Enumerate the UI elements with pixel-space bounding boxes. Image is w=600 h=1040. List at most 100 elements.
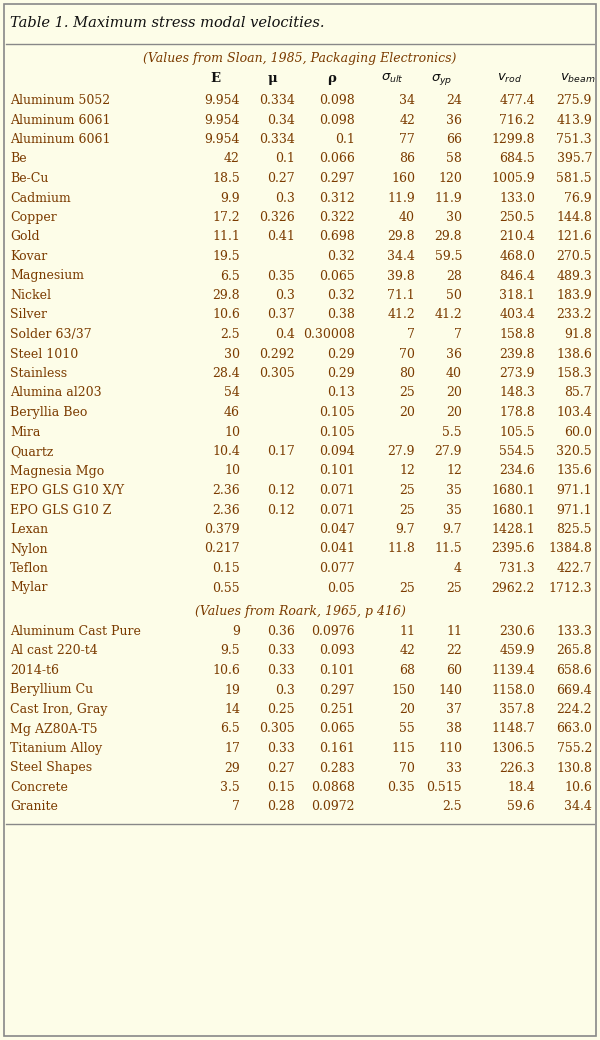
Text: 0.105: 0.105: [319, 425, 355, 439]
Text: 0.041: 0.041: [319, 543, 355, 555]
Text: 658.6: 658.6: [556, 664, 592, 677]
Text: 357.8: 357.8: [499, 703, 535, 716]
Text: 158.8: 158.8: [499, 328, 535, 341]
Text: 0.3: 0.3: [275, 289, 295, 302]
Text: 39.8: 39.8: [387, 269, 415, 283]
Text: Aluminum 6061: Aluminum 6061: [10, 133, 110, 146]
Text: 0.37: 0.37: [267, 309, 295, 321]
Text: 477.4: 477.4: [499, 94, 535, 107]
Text: $v_{rod}$: $v_{rod}$: [497, 72, 523, 85]
Text: 1148.7: 1148.7: [491, 723, 535, 735]
Text: 10.6: 10.6: [564, 781, 592, 794]
Text: 669.4: 669.4: [556, 683, 592, 697]
Text: 42: 42: [224, 153, 240, 165]
Text: $v_{beam}$: $v_{beam}$: [560, 72, 596, 85]
Text: Cadmium: Cadmium: [10, 191, 71, 205]
Text: 0.066: 0.066: [319, 153, 355, 165]
Text: 0.13: 0.13: [327, 387, 355, 399]
Text: 0.312: 0.312: [319, 191, 355, 205]
Text: 413.9: 413.9: [556, 113, 592, 127]
Text: 28: 28: [446, 269, 462, 283]
Text: Beryllium Cu: Beryllium Cu: [10, 683, 93, 697]
Text: Solder 63/37: Solder 63/37: [10, 328, 92, 341]
Text: 0.05: 0.05: [327, 581, 355, 595]
Text: 9.9: 9.9: [220, 191, 240, 205]
Text: 0.098: 0.098: [319, 113, 355, 127]
Text: 29: 29: [224, 761, 240, 775]
Text: 0.27: 0.27: [268, 761, 295, 775]
Text: 7: 7: [232, 801, 240, 813]
Text: 41.2: 41.2: [387, 309, 415, 321]
Text: 66: 66: [446, 133, 462, 146]
Text: 103.4: 103.4: [556, 406, 592, 419]
Text: 825.5: 825.5: [557, 523, 592, 536]
Text: Steel Shapes: Steel Shapes: [10, 761, 92, 775]
Text: 0.161: 0.161: [319, 742, 355, 755]
Text: 0.0976: 0.0976: [311, 625, 355, 638]
Text: 59.5: 59.5: [434, 250, 462, 263]
Text: 2962.2: 2962.2: [491, 581, 535, 595]
Text: 130.8: 130.8: [556, 761, 592, 775]
Text: 0.093: 0.093: [319, 645, 355, 657]
Text: 183.9: 183.9: [556, 289, 592, 302]
Text: 35: 35: [446, 484, 462, 497]
Text: 0.047: 0.047: [319, 523, 355, 536]
Text: Mylar: Mylar: [10, 581, 47, 595]
Text: 40: 40: [399, 211, 415, 224]
Text: 70: 70: [399, 761, 415, 775]
Text: 38: 38: [446, 723, 462, 735]
Text: 0.17: 0.17: [267, 445, 295, 458]
Text: 1299.8: 1299.8: [491, 133, 535, 146]
Text: 0.29: 0.29: [328, 347, 355, 361]
Text: 11.8: 11.8: [387, 543, 415, 555]
Text: 9.7: 9.7: [395, 523, 415, 536]
Text: 50: 50: [446, 289, 462, 302]
Text: 971.1: 971.1: [556, 503, 592, 517]
Text: 7: 7: [454, 328, 462, 341]
Text: 1712.3: 1712.3: [548, 581, 592, 595]
Text: Teflon: Teflon: [10, 562, 49, 575]
Text: EPO GLS G10 Z: EPO GLS G10 Z: [10, 503, 112, 517]
Text: 42: 42: [399, 645, 415, 657]
Text: 1139.4: 1139.4: [491, 664, 535, 677]
Text: 684.5: 684.5: [499, 153, 535, 165]
Text: 0.283: 0.283: [319, 761, 355, 775]
Text: 0.1: 0.1: [335, 133, 355, 146]
Text: 34.4: 34.4: [564, 801, 592, 813]
Text: 60: 60: [446, 664, 462, 677]
Text: 37: 37: [446, 703, 462, 716]
Text: 6.5: 6.5: [220, 269, 240, 283]
Text: 27.9: 27.9: [434, 445, 462, 458]
Text: 0.071: 0.071: [319, 484, 355, 497]
Text: 2.5: 2.5: [442, 801, 462, 813]
Text: Cast Iron, Gray: Cast Iron, Gray: [10, 703, 107, 716]
Text: Steel 1010: Steel 1010: [10, 347, 78, 361]
Text: Al cast 220-t4: Al cast 220-t4: [10, 645, 98, 657]
Text: 1428.1: 1428.1: [491, 523, 535, 536]
Text: 0.33: 0.33: [267, 742, 295, 755]
Text: $\sigma_{yp}$: $\sigma_{yp}$: [431, 72, 452, 87]
Text: 17.2: 17.2: [212, 211, 240, 224]
Text: 11: 11: [399, 625, 415, 638]
Text: 0.28: 0.28: [267, 801, 295, 813]
Text: 0.3: 0.3: [275, 683, 295, 697]
Text: 9.954: 9.954: [205, 133, 240, 146]
Text: Copper: Copper: [10, 211, 57, 224]
Text: 29.8: 29.8: [388, 231, 415, 243]
Text: 0.35: 0.35: [387, 781, 415, 794]
Text: 20: 20: [446, 406, 462, 419]
Text: ρ: ρ: [328, 72, 337, 85]
Text: 1384.8: 1384.8: [548, 543, 592, 555]
Text: 68: 68: [399, 664, 415, 677]
Text: Beryllia Beo: Beryllia Beo: [10, 406, 88, 419]
Text: 85.7: 85.7: [565, 387, 592, 399]
Text: 178.8: 178.8: [499, 406, 535, 419]
Text: 0.297: 0.297: [320, 683, 355, 697]
Text: 148.3: 148.3: [499, 387, 535, 399]
Text: 270.5: 270.5: [557, 250, 592, 263]
Text: Be-Cu: Be-Cu: [10, 172, 49, 185]
Text: 0.077: 0.077: [319, 562, 355, 575]
Text: Quartz: Quartz: [10, 445, 53, 458]
Text: 0.27: 0.27: [268, 172, 295, 185]
Text: 0.32: 0.32: [327, 289, 355, 302]
